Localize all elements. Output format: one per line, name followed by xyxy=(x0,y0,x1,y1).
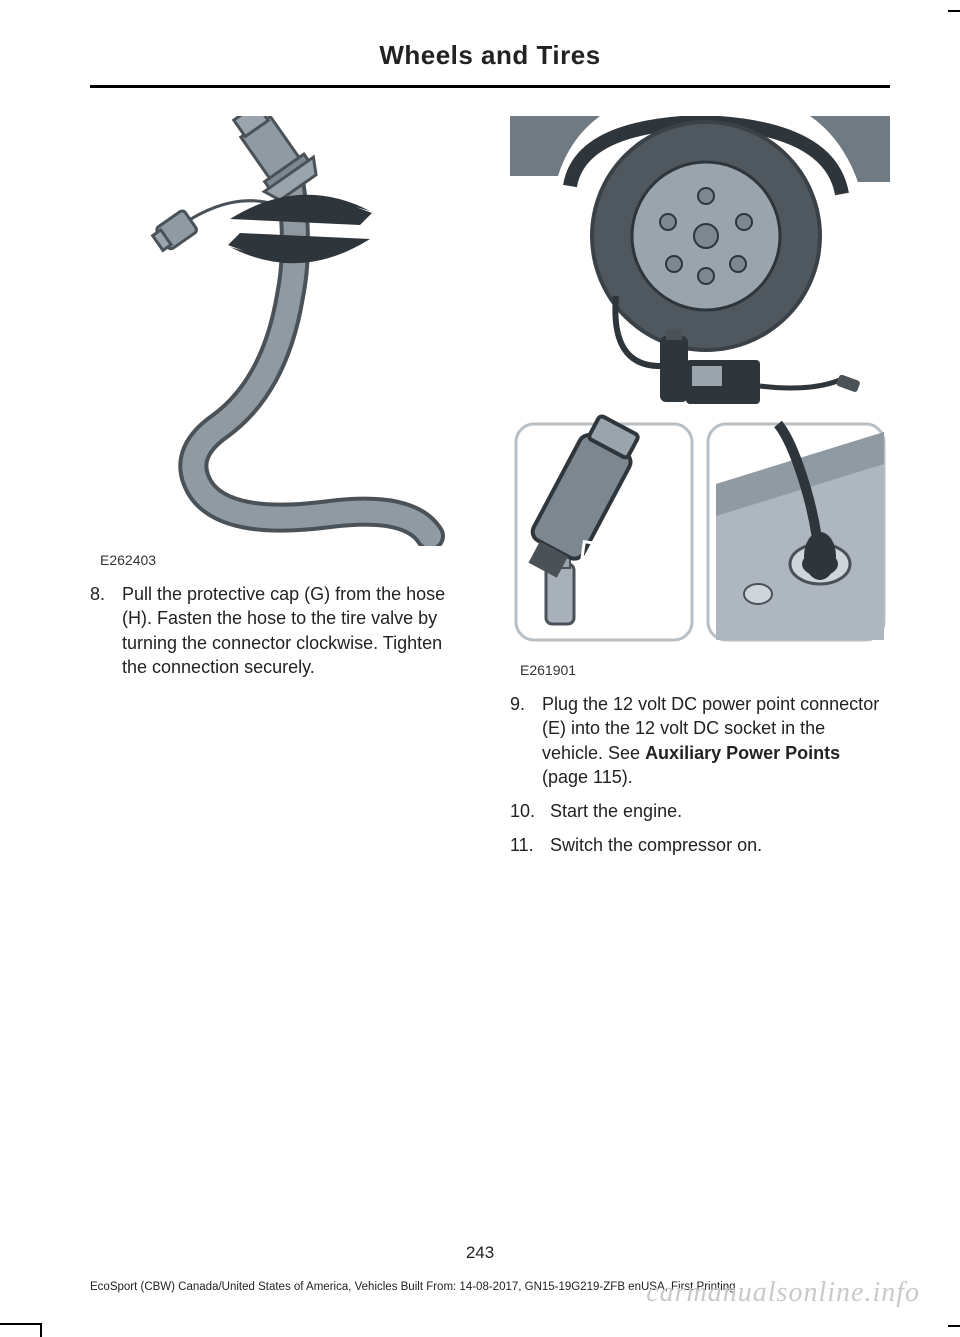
crop-mark xyxy=(948,1325,960,1327)
step-10: 10. Start the engine. xyxy=(510,799,890,823)
figure-id-left: E262403 xyxy=(100,552,470,568)
step-10-num: 10. xyxy=(510,799,550,823)
header-rule xyxy=(90,85,890,88)
right-column: E261901 9. Plug the 12 volt DC power poi… xyxy=(510,116,890,868)
step-11: 11. Switch the compressor on. xyxy=(510,833,890,857)
figure-id-right: E261901 xyxy=(520,662,890,678)
crop-mark xyxy=(0,1323,40,1325)
step-8-num: 8. xyxy=(90,582,122,679)
figure-hose-connector xyxy=(90,116,470,546)
step-9-text-b: (page 115). xyxy=(542,767,633,787)
step-10-text: Start the engine. xyxy=(550,799,890,823)
watermark: carmanualsonline.info xyxy=(646,1277,920,1309)
footer-text: EcoSport (CBW) Canada/United States of A… xyxy=(90,1281,736,1293)
step-9-link: Auxiliary Power Points xyxy=(645,743,840,763)
step-9: 9. Plug the 12 volt DC power point conne… xyxy=(510,692,890,789)
step-11-num: 11. xyxy=(510,833,550,857)
page-title: Wheels and Tires xyxy=(90,40,890,85)
figure-compressor-setup xyxy=(510,116,890,656)
crop-mark xyxy=(40,1323,42,1337)
step-11-text: Switch the compressor on. xyxy=(550,833,890,857)
left-column: E262403 8. Pull the protective cap (G) f… xyxy=(90,116,470,868)
page-number: 243 xyxy=(0,1243,960,1263)
step-8-text: Pull the protective cap (G) from the hos… xyxy=(122,582,470,679)
step-9-num: 9. xyxy=(510,692,542,789)
step-8: 8. Pull the protective cap (G) from the … xyxy=(90,582,470,679)
step-9-text: Plug the 12 volt DC power point connecto… xyxy=(542,692,890,789)
crop-mark xyxy=(948,10,960,12)
